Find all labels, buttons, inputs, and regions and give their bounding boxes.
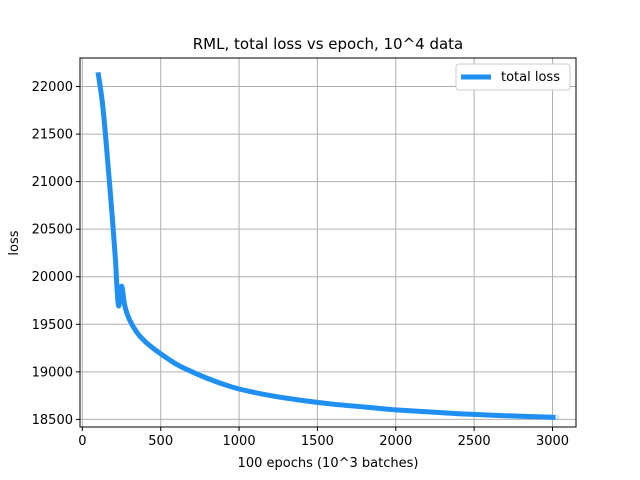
legend: total loss — [455, 63, 571, 91]
y-tick-label: 21000 — [32, 175, 73, 190]
grid — [80, 58, 576, 427]
x-axis-label: 100 epochs (10^3 batches) — [238, 456, 419, 471]
legend-label-total-loss: total loss — [501, 70, 560, 85]
x-tick-label: 1500 — [301, 434, 334, 449]
chart-title: RML, total loss vs epoch, 10^4 data — [193, 35, 464, 53]
y-axis-label: loss — [7, 230, 22, 255]
x-tick-label: 2500 — [458, 434, 491, 449]
y-tick-label: 19500 — [32, 318, 73, 333]
axis-ticks: 0 500 1000 1500 2000 2500 3000 18500 19000 19500 2… — [32, 80, 569, 449]
y-tick-label: 21500 — [32, 128, 73, 143]
plot-area — [79, 57, 577, 428]
x-tick-label: 1000 — [223, 434, 256, 449]
y-tick-label: 22000 — [32, 80, 73, 95]
y-tick-label: 20500 — [32, 223, 73, 238]
series-layer — [95, 71, 559, 420]
x-tick-label: 500 — [148, 434, 173, 449]
x-tick-label: 2000 — [379, 434, 412, 449]
x-tick-label: 3000 — [536, 434, 569, 449]
y-tick-label: 18500 — [32, 413, 73, 428]
x-tick-label: 0 — [78, 434, 86, 449]
series-line-total-loss — [95, 71, 559, 420]
legend-box — [455, 63, 571, 91]
y-tick-label: 19000 — [32, 365, 73, 380]
y-tick-label: 20000 — [32, 270, 73, 285]
